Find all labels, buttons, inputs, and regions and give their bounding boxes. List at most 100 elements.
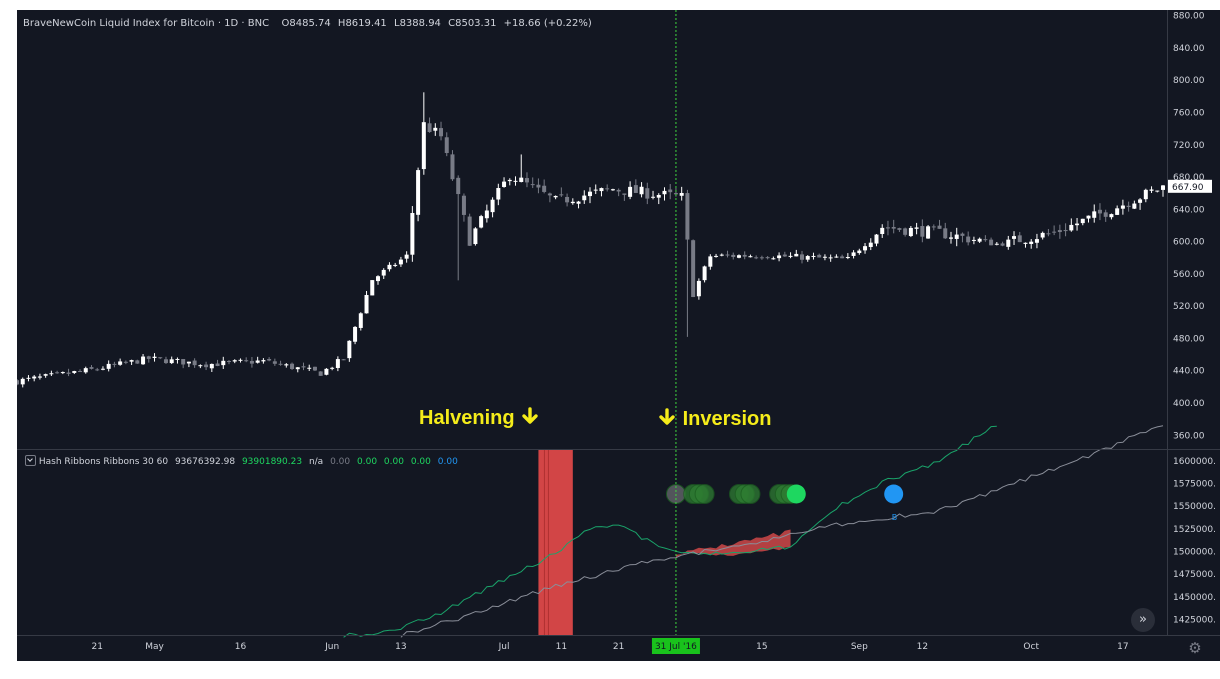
settings-button[interactable]: ⚙ xyxy=(1185,638,1205,658)
candle xyxy=(570,198,575,205)
candle-body xyxy=(874,234,879,244)
candle xyxy=(576,200,581,209)
candle-body xyxy=(26,377,31,379)
candle xyxy=(484,204,489,223)
candle-body xyxy=(490,199,495,213)
scroll-to-realtime-button[interactable]: » xyxy=(1131,608,1155,632)
candle xyxy=(622,193,627,201)
indicator-header: Hash Ribbons Ribbons 30 60 93676392.98 9… xyxy=(25,455,458,467)
candle xyxy=(341,359,346,361)
candle-body xyxy=(754,257,759,259)
chart-canvas[interactable]: B 880.00 840.00 800.00 760.00 720.00 680.00 64… xyxy=(17,10,1220,661)
candle-body xyxy=(221,360,226,366)
candle xyxy=(582,190,587,204)
candle xyxy=(1000,241,1005,247)
candle-body xyxy=(1143,189,1148,200)
candle xyxy=(26,375,31,382)
candle xyxy=(593,184,598,195)
open-label: O xyxy=(281,18,290,29)
candle-body xyxy=(880,227,885,234)
candle-body xyxy=(834,256,839,258)
candle-body xyxy=(565,196,570,203)
candle xyxy=(708,254,713,270)
symbol-title[interactable]: BraveNewCoin Liquid Index for Bitcoin · … xyxy=(23,18,270,29)
candle xyxy=(519,154,524,183)
candle-body xyxy=(708,256,713,267)
candle-body xyxy=(427,123,432,133)
candle xyxy=(920,219,925,243)
candle-body xyxy=(840,256,845,259)
candle-body xyxy=(805,256,810,260)
candle-body xyxy=(421,122,426,170)
time-tick-label: May xyxy=(145,642,164,652)
price-tick-label: 520.00 xyxy=(1173,302,1205,312)
candle-body xyxy=(450,154,455,180)
candle xyxy=(129,359,134,365)
price-tick-label: 400.00 xyxy=(1173,399,1205,409)
indicator-name[interactable]: Hash Ribbons Ribbons 30 60 xyxy=(38,457,169,467)
candle-body xyxy=(484,210,489,219)
candle xyxy=(851,250,856,259)
candle xyxy=(209,363,214,372)
candle xyxy=(112,361,117,368)
candle xyxy=(215,359,220,367)
candle-body xyxy=(731,254,736,257)
candle-body xyxy=(232,360,237,362)
candle xyxy=(318,371,323,376)
candle xyxy=(536,178,541,194)
candle-body xyxy=(175,358,180,360)
candle xyxy=(1012,231,1017,245)
candle xyxy=(588,187,592,204)
candle-body xyxy=(1149,189,1154,191)
candle-body xyxy=(662,190,667,195)
candle-body xyxy=(714,255,719,257)
candle-body xyxy=(616,189,621,192)
candle xyxy=(444,132,449,157)
candle-body xyxy=(1012,236,1017,239)
candle xyxy=(404,251,409,263)
candle-body xyxy=(851,252,856,256)
time-tick-label: 15 xyxy=(756,642,767,652)
candle-body xyxy=(456,177,461,195)
candle-body xyxy=(719,254,724,256)
candle xyxy=(106,360,111,372)
candle xyxy=(49,370,54,377)
candle-body xyxy=(656,195,661,198)
candle xyxy=(817,253,822,258)
candle xyxy=(840,254,845,259)
candle-body xyxy=(782,254,787,257)
buy-signal-dot xyxy=(884,484,904,504)
arrow-down-icon xyxy=(659,408,675,425)
candle xyxy=(118,358,123,366)
candle-body xyxy=(393,264,398,266)
candle xyxy=(845,253,850,260)
candle xyxy=(874,234,879,247)
candle-body xyxy=(255,360,260,363)
candle-body xyxy=(794,253,799,257)
indicator-value-7: 0.00 xyxy=(410,457,431,467)
candle xyxy=(719,253,724,257)
crosshair-date-tag xyxy=(651,638,700,654)
time-tick-label: Sep xyxy=(851,642,868,652)
chevron-down-icon[interactable] xyxy=(25,455,36,466)
candle xyxy=(244,357,249,363)
candle-body xyxy=(186,361,191,364)
candle-body xyxy=(966,236,971,243)
candle xyxy=(1057,224,1062,239)
candle xyxy=(765,256,770,260)
indicator-value-5: 0.00 xyxy=(357,457,378,467)
candle xyxy=(1017,231,1022,243)
candle xyxy=(83,366,88,374)
candle xyxy=(1006,235,1011,250)
candle-body xyxy=(83,368,88,373)
candle xyxy=(255,356,260,364)
candle-body xyxy=(822,256,827,258)
candle xyxy=(565,193,570,207)
candle xyxy=(1092,204,1097,223)
candle xyxy=(1143,188,1148,203)
candle-body xyxy=(129,360,134,362)
candle xyxy=(966,231,971,246)
candle-body xyxy=(1029,241,1034,244)
candle-body xyxy=(536,184,541,188)
candle-body xyxy=(811,255,816,257)
